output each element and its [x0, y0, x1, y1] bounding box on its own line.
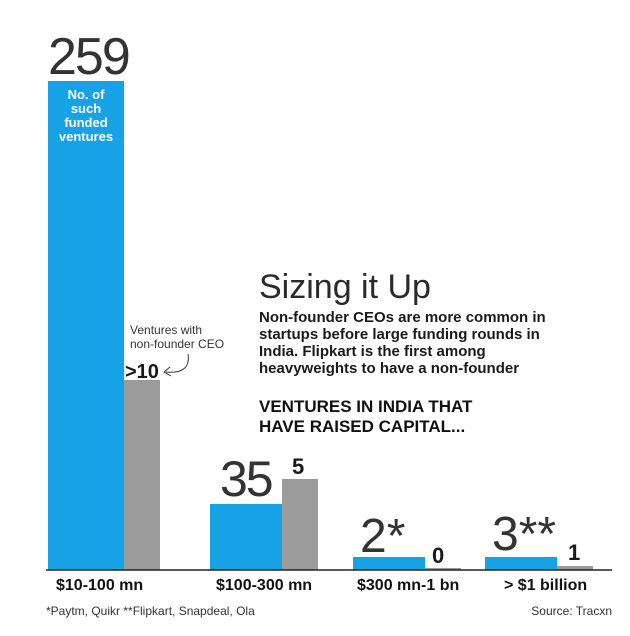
- series-name-gray-line-2: non-founder CEO: [130, 337, 224, 351]
- bar-gray-3: [557, 566, 593, 570]
- footnote: *Paytm, Quikr **Flipkart, Snapdeal, Ola: [46, 604, 255, 618]
- heading-line-1: VENTURES IN INDIA THAT: [259, 397, 473, 416]
- bars-group: [48, 81, 593, 570]
- value-label-gray-1: 5: [292, 454, 304, 479]
- source: Source: Tracxn: [531, 604, 612, 618]
- chart-title: Sizing it Up: [259, 268, 431, 306]
- subtitle-line-3: India. Flipkart is the first among: [259, 343, 486, 360]
- series-name-blue-line-1: No. of: [68, 87, 105, 102]
- bar-gray-2: [425, 568, 461, 570]
- bar-blue-3: [485, 557, 557, 570]
- value-label-blue-1: 35: [220, 451, 272, 507]
- bar-gray-1: [282, 479, 318, 570]
- series-name-blue-line-3: funded: [64, 115, 107, 130]
- annotation-arrow: [165, 353, 189, 373]
- category-label-0: $10-100 mn: [56, 577, 143, 594]
- value-label-blue-0: 259: [48, 28, 129, 86]
- annotation-arrowhead: [163, 366, 172, 377]
- series-name-blue-line-2: such: [71, 101, 101, 116]
- subtitle-line-4: heavyweights to have a non-founder: [259, 360, 519, 377]
- bar-blue-0: [48, 81, 124, 570]
- series-name-blue-line-4: ventures: [59, 129, 113, 144]
- value-label-blue-2: 2*: [360, 510, 405, 563]
- value-label-blue-3: 3**: [492, 508, 556, 561]
- value-label-gray-2: 0: [432, 543, 444, 568]
- category-label-3: > $1 billion: [504, 577, 587, 594]
- bar-blue-2: [353, 557, 425, 570]
- series-name-gray-line-1: Ventures with: [130, 323, 202, 337]
- subtitle-line-2: startups before large funding rounds in: [259, 326, 540, 343]
- value-label-gray-0: >10: [125, 361, 159, 383]
- category-label-2: $300 mn-1 bn: [357, 577, 459, 594]
- category-label-1: $100-300 mn: [216, 577, 312, 594]
- subtitle-line-1: Non-founder CEOs are more common in: [259, 309, 546, 326]
- bar-gray-0: [124, 380, 160, 570]
- bar-blue-1: [210, 503, 282, 570]
- heading-line-2: HAVE RAISED CAPITAL...: [259, 417, 465, 436]
- value-label-gray-3: 1: [568, 540, 580, 565]
